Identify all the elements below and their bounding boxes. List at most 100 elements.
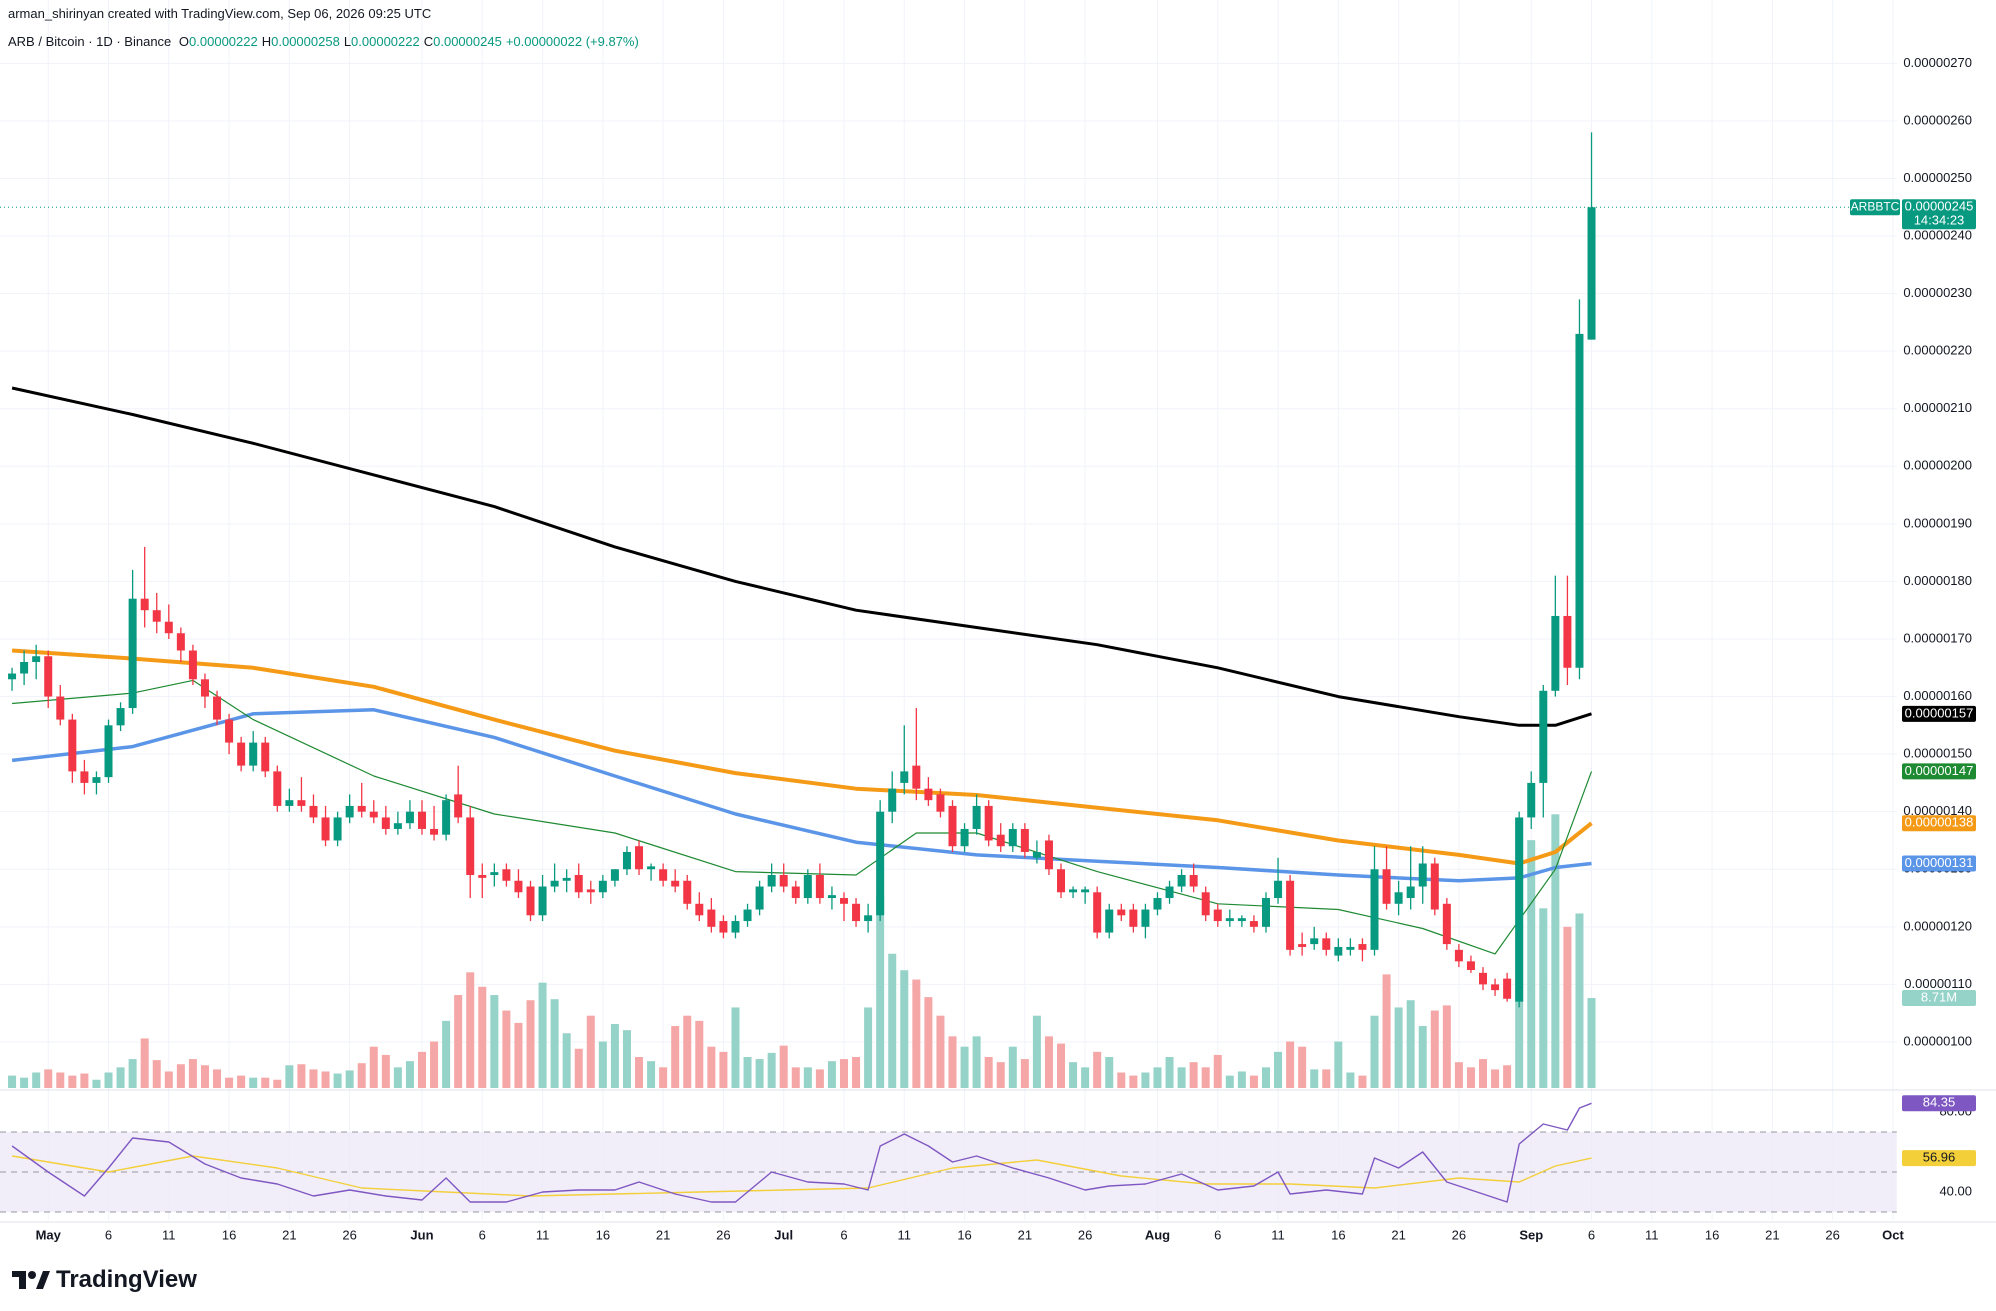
x-tick-label: 11 bbox=[1645, 1227, 1659, 1242]
volume-bar bbox=[671, 1026, 680, 1088]
volume-bar bbox=[622, 1030, 631, 1088]
x-tick-label: Oct bbox=[1882, 1227, 1904, 1242]
candle-body bbox=[188, 650, 197, 680]
x-tick-label: 11 bbox=[1271, 1227, 1285, 1242]
candle-body bbox=[1346, 946, 1355, 950]
legend-change: +0.00000022 (+9.87%) bbox=[505, 34, 639, 49]
candle-body bbox=[924, 788, 933, 801]
x-tick-label: 16 bbox=[957, 1227, 971, 1242]
volume-bar bbox=[68, 1075, 77, 1088]
candle-body bbox=[164, 621, 173, 634]
candle-body bbox=[912, 765, 921, 789]
candle-body bbox=[1008, 828, 1017, 847]
volume-bar bbox=[249, 1077, 258, 1088]
legend: ARB / Bitcoin · 1D · Binance O0.00000222… bbox=[8, 34, 643, 49]
candle-body bbox=[1322, 938, 1331, 950]
candle-body bbox=[1382, 869, 1391, 904]
x-tick-label: Sep bbox=[1519, 1227, 1543, 1242]
candle-body bbox=[8, 673, 17, 680]
candle-body bbox=[1177, 875, 1186, 887]
volume-bar bbox=[1370, 1015, 1379, 1088]
y-tick-label: 0.00000210 bbox=[1903, 400, 1972, 415]
y-tick-label: 0.00000100 bbox=[1903, 1033, 1972, 1048]
x-tick-label: 6 bbox=[1588, 1227, 1595, 1242]
candle-body bbox=[598, 880, 607, 893]
candle-body bbox=[1201, 892, 1210, 916]
candle-body bbox=[1310, 938, 1319, 945]
y-tick-label: 0.00000140 bbox=[1903, 803, 1972, 818]
candle-body bbox=[273, 771, 282, 806]
volume-bar bbox=[1274, 1051, 1283, 1088]
volume-bar bbox=[8, 1075, 17, 1088]
candle-body bbox=[743, 909, 752, 922]
candle-body bbox=[20, 662, 29, 674]
volume-bar bbox=[526, 1000, 535, 1088]
y-tick-label: 0.00000270 bbox=[1903, 55, 1972, 70]
candle-body bbox=[852, 903, 861, 922]
volume-bar bbox=[454, 995, 463, 1088]
volume-bar bbox=[44, 1069, 53, 1088]
ma-last-label-box bbox=[1902, 763, 1976, 780]
volume-bar bbox=[80, 1073, 89, 1088]
volume-bar bbox=[1298, 1046, 1307, 1088]
candle-body bbox=[152, 610, 161, 622]
candle-body bbox=[876, 811, 885, 916]
volume-bar bbox=[562, 1033, 571, 1088]
volume-bar bbox=[1491, 1069, 1500, 1088]
x-tick-label: 6 bbox=[105, 1227, 112, 1242]
candle-body bbox=[32, 656, 41, 663]
candle-body bbox=[285, 800, 294, 806]
candle-body bbox=[1165, 886, 1174, 899]
volume-bar bbox=[779, 1045, 788, 1088]
volume-bar bbox=[152, 1060, 161, 1088]
volume-bar bbox=[116, 1067, 125, 1088]
volume-bar bbox=[815, 1069, 824, 1088]
volume-bar bbox=[261, 1077, 270, 1088]
candle-body bbox=[1430, 863, 1439, 910]
candle-body bbox=[1081, 889, 1090, 893]
volume-bar bbox=[1394, 1007, 1403, 1088]
candle-body bbox=[1334, 946, 1343, 956]
volume-bar bbox=[1057, 1043, 1066, 1088]
candle-body bbox=[1129, 909, 1138, 927]
volume-bar bbox=[225, 1077, 234, 1088]
candle-body bbox=[1503, 978, 1512, 999]
volume-bar bbox=[1081, 1067, 1090, 1088]
y-tick-label: 0.00000170 bbox=[1903, 630, 1972, 645]
brand-logo bbox=[12, 1271, 50, 1289]
candle-body bbox=[1575, 333, 1584, 668]
countdown: 14:34:23 bbox=[1914, 213, 1965, 228]
volume-bar bbox=[574, 1048, 583, 1088]
y-tick-label: 0.00000250 bbox=[1903, 170, 1972, 185]
candle-body bbox=[1069, 889, 1078, 893]
candle-body bbox=[454, 794, 463, 818]
candle-body bbox=[1141, 909, 1150, 927]
volume-bar bbox=[659, 1067, 668, 1088]
volume-bar bbox=[888, 953, 897, 1088]
volume-bar bbox=[1575, 913, 1584, 1088]
volume-bar bbox=[176, 1064, 185, 1088]
volume-bar bbox=[1213, 1054, 1222, 1088]
x-tick-label: 11 bbox=[898, 1227, 912, 1242]
volume-bar bbox=[1225, 1075, 1234, 1088]
candle-body bbox=[683, 880, 692, 904]
candle-body bbox=[1370, 869, 1379, 950]
volume-bar bbox=[1093, 1051, 1102, 1088]
volume-bar bbox=[1129, 1075, 1138, 1088]
y-tick-label: 0.00000110 bbox=[1904, 976, 1972, 991]
candle-body bbox=[779, 875, 788, 887]
volume-bar bbox=[417, 1051, 426, 1088]
x-tick-label: 6 bbox=[479, 1227, 486, 1242]
x-tick-label: 26 bbox=[716, 1227, 730, 1242]
volume-bar bbox=[393, 1067, 402, 1088]
candle-body bbox=[1587, 207, 1596, 340]
candle-body bbox=[622, 851, 631, 870]
volume-bar bbox=[273, 1079, 282, 1088]
candle-body bbox=[1358, 944, 1367, 950]
ma-last-label-box bbox=[1902, 815, 1976, 832]
candle-body bbox=[1032, 851, 1041, 858]
volume-bar bbox=[876, 894, 885, 1088]
y-tick-label: 0.00000220 bbox=[1903, 343, 1972, 358]
volume-bar bbox=[960, 1046, 969, 1088]
candle-body bbox=[900, 771, 909, 783]
